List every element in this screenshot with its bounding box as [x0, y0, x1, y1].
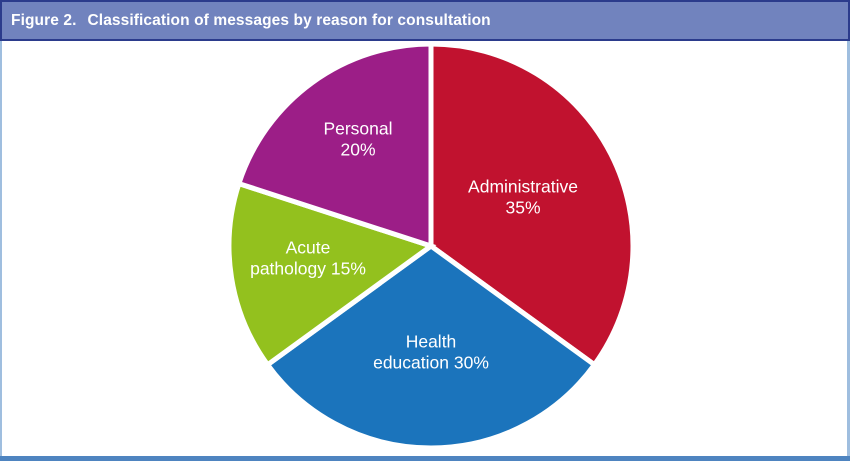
figure-title: Classification of messages by reason for… — [87, 11, 491, 29]
pie-label-administrative: Administrative 35% — [468, 177, 578, 218]
pie-label-health-education: Health education 30% — [373, 332, 489, 373]
bottom-border-bar — [0, 456, 850, 461]
pie-label-acute-pathology: Acute pathology 15% — [250, 238, 366, 279]
figure-header: Figure 2. Classification of messages by … — [0, 0, 850, 41]
pie-slice-administrative — [428, 41, 636, 369]
pie-label-personal: Personal 20% — [323, 119, 392, 160]
figure-label: Figure 2. — [11, 11, 77, 29]
pie-slice-acute-pathology — [226, 180, 437, 369]
pie-slice-health-education — [264, 242, 598, 451]
pie-slice-personal — [235, 41, 434, 250]
